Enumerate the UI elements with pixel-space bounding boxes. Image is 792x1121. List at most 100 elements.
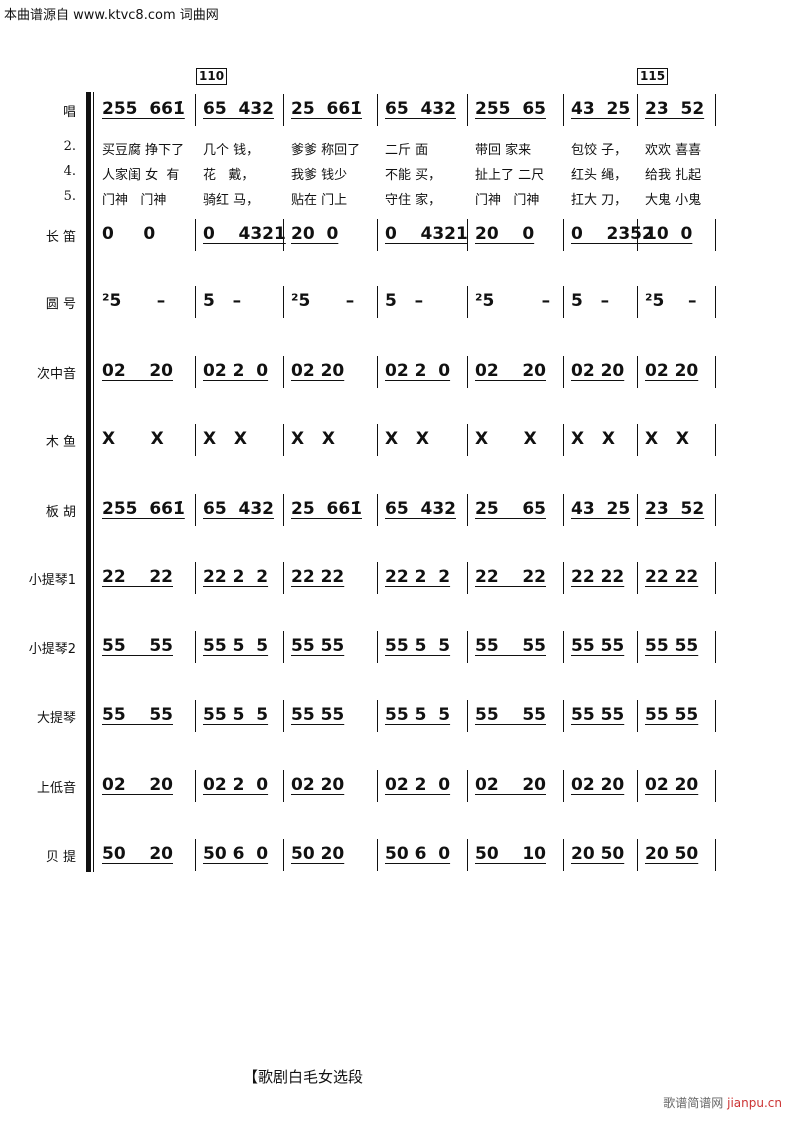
barline (467, 94, 468, 126)
barline (377, 700, 378, 732)
lyric: 扛大 刀， (571, 193, 628, 208)
measure: X X (571, 429, 615, 449)
watermark-site: jianpu.cn (727, 1096, 782, 1110)
lyric: 扯上了 二尺 (475, 168, 545, 183)
measure: 55 5 5 (385, 636, 451, 656)
measure: 25 661̇ (291, 99, 362, 119)
lyric: 骑红 马， (203, 193, 260, 208)
lyric: 包饺 子， (571, 143, 628, 158)
barline (377, 494, 378, 526)
barline (637, 700, 638, 732)
barline (637, 94, 638, 126)
barline (377, 94, 378, 126)
instrument-label: 小提琴2 (28, 642, 76, 657)
barline (283, 494, 284, 526)
instrument-label: 上低音 (36, 781, 76, 796)
barline (637, 839, 638, 871)
measure: 20 50 (571, 844, 625, 864)
instrument-label: 唱 (62, 105, 76, 120)
barline (563, 356, 564, 388)
barline (377, 562, 378, 594)
lyric: 带回 家来 (475, 143, 532, 158)
barline (467, 286, 468, 318)
barline (283, 356, 284, 388)
barline (467, 839, 468, 871)
lyric: 几个 钱， (203, 143, 260, 158)
barline (195, 839, 196, 871)
barline (563, 494, 564, 526)
watermark: 歌谱简谱网 jianpu.cn (663, 1094, 782, 1111)
barline (283, 700, 284, 732)
lyric: 花 戴， (203, 168, 255, 183)
measure: 25 661̇ (291, 499, 362, 519)
barline (563, 424, 564, 456)
measure: 65 432 (203, 99, 274, 119)
barline (467, 494, 468, 526)
watermark-text: 歌谱简谱网 (663, 1096, 724, 1110)
barline (715, 219, 716, 251)
barline (563, 286, 564, 318)
measure: 43 25 (571, 99, 631, 119)
measure: 02 20 (102, 775, 173, 795)
measure: 43 25 (571, 499, 631, 519)
barline (467, 700, 468, 732)
barline (563, 219, 564, 251)
measure: 55 55 (645, 705, 699, 725)
lyric: 红头 绳， (571, 168, 628, 183)
measure: X X (385, 429, 429, 449)
measure: 22 2 2 (385, 567, 451, 587)
barline (563, 562, 564, 594)
barline (283, 94, 284, 126)
measure: 02 20 (645, 361, 699, 381)
measure: 50 6 0 (203, 844, 269, 864)
measure: 02 20 (291, 775, 345, 795)
measure: 55 55 (571, 636, 625, 656)
measure: 55 55 (102, 705, 173, 725)
verse-number: 4. (63, 164, 76, 179)
lyric: 不能 买， (385, 168, 442, 183)
footer-title: 【歌剧白毛女选段 (243, 1068, 364, 1086)
barline (377, 286, 378, 318)
barline (377, 356, 378, 388)
measure: 55 55 (475, 705, 546, 725)
barline (715, 562, 716, 594)
instrument-label: 次中音 (36, 367, 76, 382)
lyric: 人家闺 女 有 (102, 168, 180, 183)
measure: 02 2 0 (203, 361, 269, 381)
barline (637, 631, 638, 663)
measure: 55 5 5 (385, 705, 451, 725)
barline (467, 219, 468, 251)
lyric: 大鬼 小鬼 (645, 193, 702, 208)
measure: 02 2 0 (203, 775, 269, 795)
barline (715, 286, 716, 318)
measure: 5 – (385, 291, 424, 311)
measure: 20 0 (291, 224, 339, 244)
barline (195, 356, 196, 388)
barline (377, 770, 378, 802)
lyric: 买豆腐 挣下了 (102, 143, 185, 158)
measure: 0 2352 (571, 224, 654, 244)
barline (563, 770, 564, 802)
measure: 255 661̇ (102, 499, 185, 519)
measure: ²5 – (102, 291, 166, 311)
barline (637, 770, 638, 802)
system-line (93, 92, 94, 872)
barline (715, 356, 716, 388)
measure: 23 52 (645, 499, 705, 519)
barline (195, 770, 196, 802)
measure: 55 55 (571, 705, 625, 725)
verse-number: 5. (63, 189, 76, 204)
barline (637, 286, 638, 318)
barline (195, 94, 196, 126)
measure: 22 22 (291, 567, 345, 587)
system-bracket (86, 92, 91, 872)
measure: 5 – (203, 291, 242, 311)
measure: 255 65 (475, 99, 546, 119)
measure: 20 0 (475, 224, 535, 244)
measure: ²5 – (291, 291, 355, 311)
measure: 22 22 (645, 567, 699, 587)
barline (715, 494, 716, 526)
lyric: 欢欢 喜喜 (645, 143, 702, 158)
barline (563, 700, 564, 732)
measure: X X (102, 429, 164, 449)
